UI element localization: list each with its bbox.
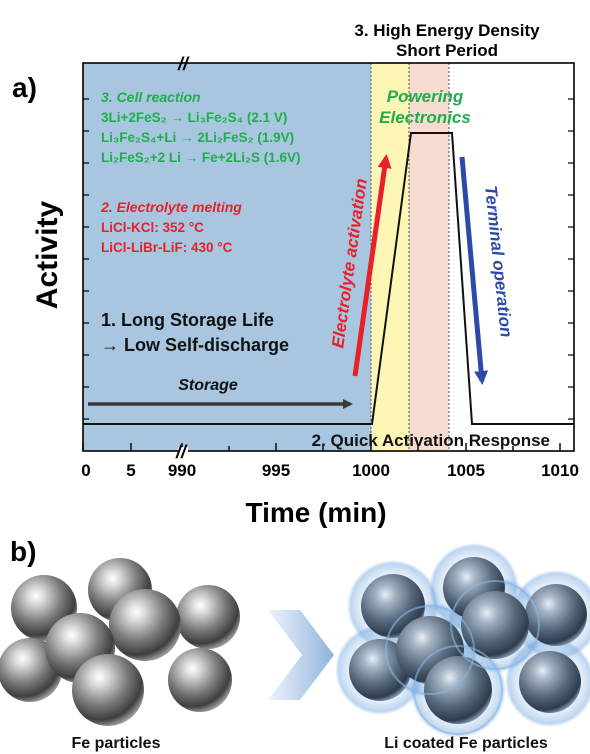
y-ticks xyxy=(83,98,574,420)
terminal-arrow xyxy=(459,156,489,385)
coated-fe-particle xyxy=(525,584,587,646)
axis-break-bottom: // xyxy=(175,442,188,462)
coated-fe-particle xyxy=(424,656,492,724)
li-coating-ring xyxy=(450,580,540,670)
short-period-title: Short Period xyxy=(396,41,498,60)
x-tick-label: 1000 xyxy=(352,461,390,480)
cell-reaction-line: 3Li+2FeS₂ → Li₃Fe₂S₄ (2.1 V) xyxy=(101,110,287,125)
fe-particle xyxy=(168,648,232,712)
fe-particles-illustration xyxy=(0,558,240,726)
powering-line1: Powering xyxy=(387,87,464,106)
terminal-label: Terminal operation xyxy=(481,185,516,339)
electrolyte-title: 2. Electrolyte melting xyxy=(100,199,242,215)
powering-line2: Electronics xyxy=(379,108,471,127)
x-tick-label: 0 xyxy=(81,461,90,480)
cell-reaction-line: Li₂FeS₂+2 Li → Fe+2Li₂S (1.6V) xyxy=(101,150,301,165)
storage-region xyxy=(83,63,371,451)
axis-break-top: // xyxy=(177,54,190,74)
coated-fe-particle xyxy=(461,591,529,659)
cell-reaction-line: Li₃Fe₂S₄+Li → 2Li₂FeS₂ (1.9V) xyxy=(101,130,294,145)
coated-fe-particle xyxy=(349,639,411,701)
activation-arrow xyxy=(352,154,392,377)
storage-life-line2: → Low Self-discharge xyxy=(101,335,289,355)
li-coating-ring xyxy=(385,605,475,695)
x-tick-label: 5 xyxy=(126,461,135,480)
storage-label: Storage xyxy=(178,377,238,394)
li-coated-particles-illustration xyxy=(335,543,590,738)
quick-activation-label: 2. Quick Activation Response xyxy=(312,431,550,450)
axis-break-gap xyxy=(178,447,188,455)
x-tick-label: 990 xyxy=(168,461,196,480)
fe-particles-caption: Fe particles xyxy=(72,735,161,752)
x-tick-label: 995 xyxy=(262,461,290,480)
transition-arrow xyxy=(268,610,334,700)
plot-frame xyxy=(82,62,575,452)
li-coating-ring xyxy=(413,645,503,735)
x-axis-title: Time (min) xyxy=(245,497,386,528)
activity-curve xyxy=(83,132,574,425)
fe-particle xyxy=(109,589,181,661)
panel-b-label: b) xyxy=(10,536,36,567)
panel-a-label: a) xyxy=(12,72,37,103)
cell-reaction-title: 3. Cell reaction xyxy=(101,89,201,105)
high-energy-title: 3. High Energy Density xyxy=(354,21,540,40)
x-tick-labels: 0 5 990 995 1000 1005 1010 xyxy=(81,461,579,480)
x-tick-label: 1005 xyxy=(447,461,485,480)
electrolyte-line: LiCl-KCl: 352 °C xyxy=(101,220,204,235)
coated-fe-particle xyxy=(361,574,425,638)
operation-region xyxy=(409,63,449,451)
li-coated-caption: Li coated Fe particles xyxy=(384,735,548,752)
coated-fe-particle xyxy=(519,651,581,713)
electrolyte-line: LiCl-LiBr-LiF: 430 °C xyxy=(101,240,233,255)
fe-particle xyxy=(176,585,240,649)
fe-particle xyxy=(72,654,144,726)
x-tick-label: 1010 xyxy=(541,461,579,480)
storage-life-line1: 1. Long Storage Life xyxy=(101,310,274,330)
y-axis-title: Activity xyxy=(31,201,64,310)
